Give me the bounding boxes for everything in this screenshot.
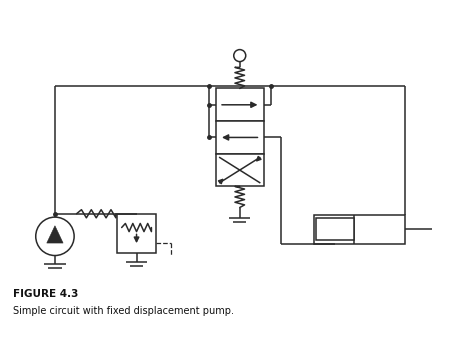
Circle shape [36, 217, 74, 256]
Bar [316, 218, 354, 240]
Circle shape [234, 50, 246, 62]
Bar [216, 121, 264, 154]
Polygon shape [47, 226, 63, 243]
Text: Simple circuit with fixed displacement pump.: Simple circuit with fixed displacement p… [13, 305, 234, 315]
Bar [117, 214, 156, 253]
Bar [216, 154, 264, 186]
Bar [216, 88, 264, 121]
Text: FIGURE 4.3: FIGURE 4.3 [13, 289, 78, 299]
Bar [314, 215, 405, 244]
